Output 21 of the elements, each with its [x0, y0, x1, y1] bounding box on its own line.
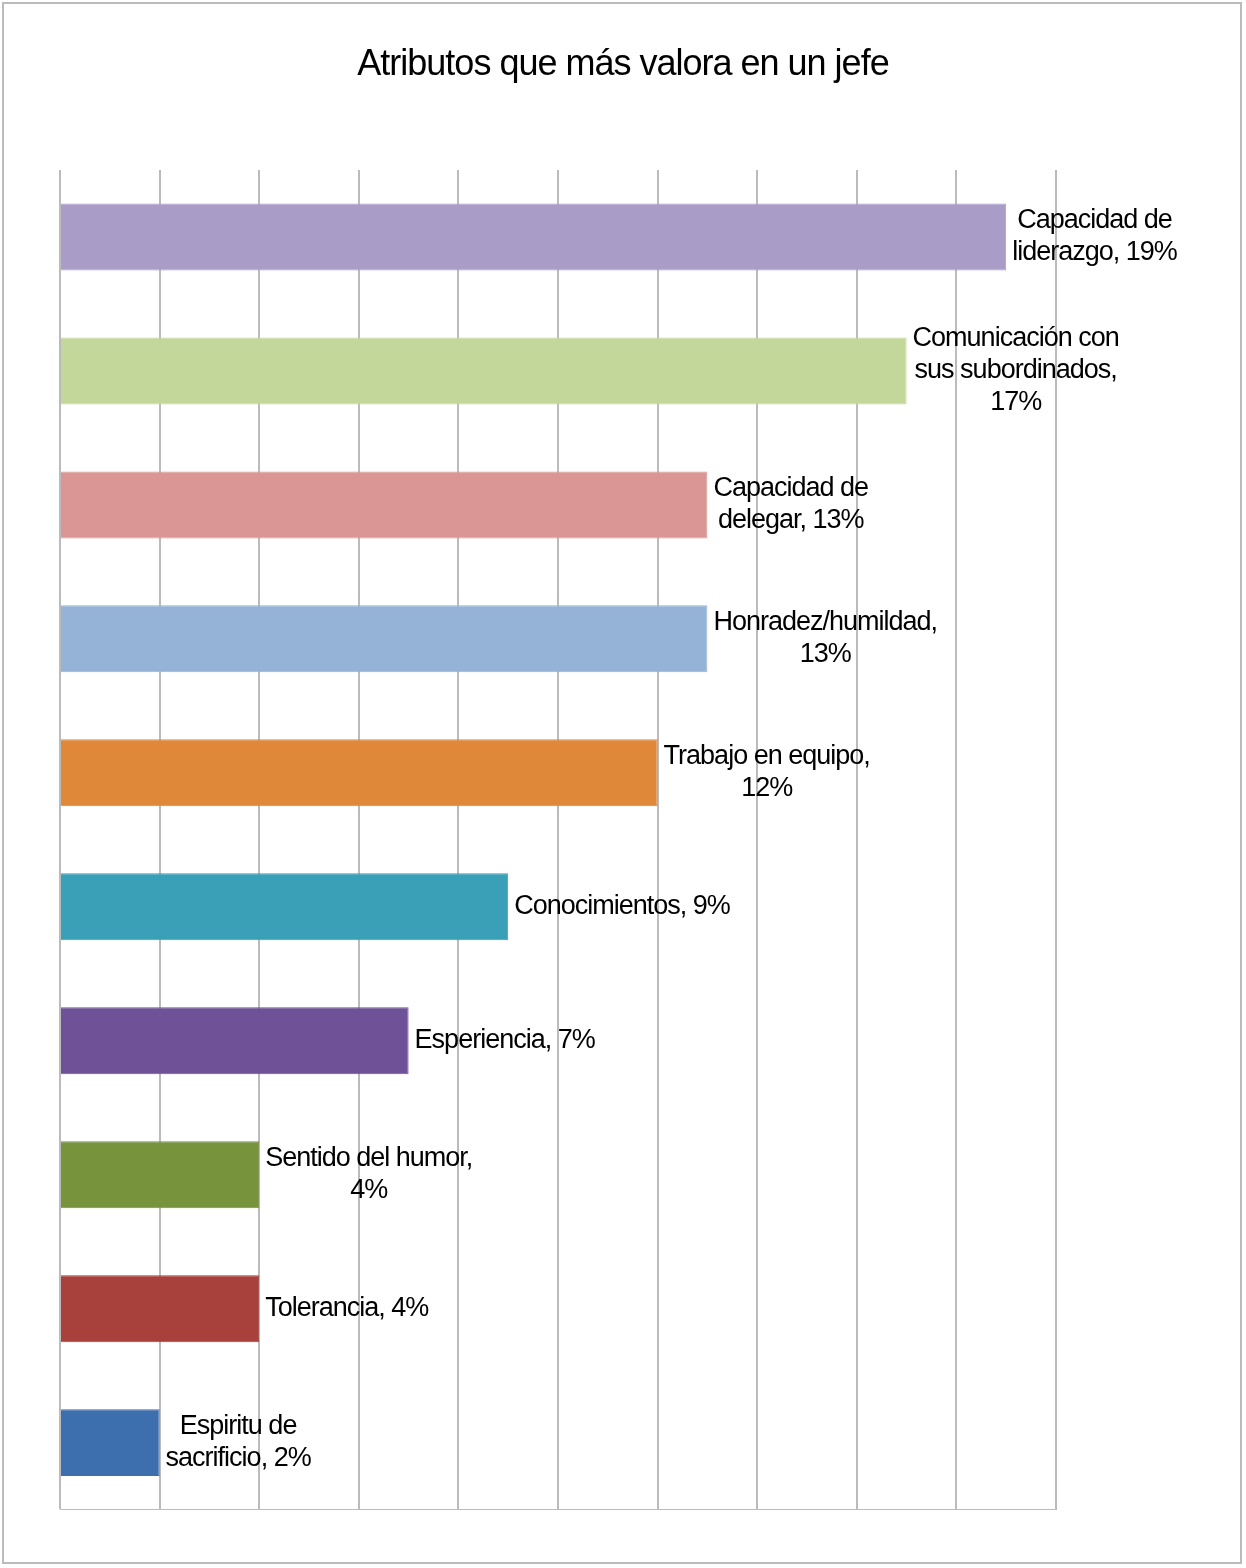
data-label: Conocimientos, 9%: [514, 890, 731, 921]
bar: [61, 337, 907, 405]
data-label: Espiritu de sacrificio, 2%: [165, 1410, 312, 1473]
data-label: Comunicación con sus subordinados, 17%: [912, 322, 1119, 417]
bar: [61, 471, 708, 539]
bar: [61, 739, 658, 807]
data-label: Honradez/humildad, 13%: [713, 606, 938, 669]
data-label: Tolerancia, 4%: [265, 1292, 430, 1323]
data-label: Capacidad de delegar, 13%: [713, 472, 869, 535]
bar: [61, 1275, 260, 1343]
data-label: Esperiencia, 7%: [414, 1024, 596, 1055]
bar: [61, 1409, 160, 1477]
bar: [61, 1141, 260, 1209]
bar: [61, 873, 509, 941]
bar: [61, 605, 708, 673]
bar: [61, 1007, 409, 1075]
chart-title: Atributos que más valora en un jefe: [356, 42, 890, 84]
bar: [61, 203, 1007, 271]
data-label: Capacidad de liderazgo, 19%: [1012, 204, 1178, 267]
data-label: Trabajo en equipo, 12%: [663, 740, 870, 803]
data-label: Sentido del humor, 4%: [265, 1142, 473, 1205]
